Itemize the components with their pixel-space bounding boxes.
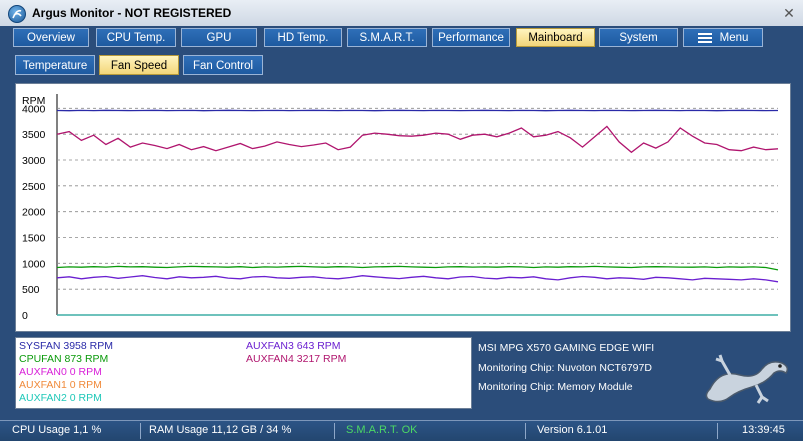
tab-smart[interactable]: S.M.A.R.T. [347, 28, 427, 47]
y-tick-label: 3000 [22, 155, 46, 167]
y-tick-label: 500 [22, 284, 40, 296]
legend-cpufan: CPUFAN 873 RPM [19, 353, 108, 365]
tab-cpu-temp[interactable]: CPU Temp. [96, 28, 176, 47]
argus-logo-icon [8, 5, 26, 23]
legend-auxfan1: AUXFAN1 0 RPM [19, 379, 102, 391]
subtab-fan-control[interactable]: Fan Control [183, 55, 263, 75]
cpu-usage: CPU Usage 1,1 % [12, 424, 101, 436]
series-line-auxfan4 [57, 126, 778, 152]
status-divider [140, 423, 141, 439]
legend-auxfan4: AUXFAN4 3217 RPM [246, 353, 346, 365]
lizard-mascot [700, 349, 795, 407]
status-divider [525, 423, 526, 439]
smart-status: S.M.A.R.T. OK [346, 424, 418, 436]
ram-usage: RAM Usage 11,12 GB / 34 % [149, 424, 291, 436]
legend-auxfan0: AUXFAN0 0 RPM [19, 366, 102, 378]
legend-panel: SYSFAN 3958 RPM CPUFAN 873 RPM AUXFAN0 0… [15, 337, 472, 409]
series-line-cpufan [57, 266, 778, 270]
monitoring-chip-1: Monitoring Chip: Nuvoton NCT6797D [478, 362, 652, 374]
hamburger-menu-icon [698, 31, 712, 45]
y-tick-label: 2500 [22, 181, 46, 193]
tab-menu[interactable]: Menu [683, 28, 763, 47]
tab-mainboard[interactable]: Mainboard [516, 28, 595, 47]
legend-auxfan3: AUXFAN3 643 RPM [246, 340, 341, 352]
monitoring-chip-2: Monitoring Chip: Memory Module [478, 381, 633, 393]
title-bar: Argus Monitor - NOT REGISTERED ✕ [0, 0, 803, 27]
y-tick-label: 4000 [22, 103, 46, 115]
tab-performance[interactable]: Performance [432, 28, 510, 47]
board-name: MSI MPG X570 GAMING EDGE WIFI [478, 342, 654, 354]
tab-overview[interactable]: Overview [13, 28, 89, 47]
close-icon[interactable]: ✕ [779, 3, 799, 23]
tab-system[interactable]: System [599, 28, 678, 47]
main-tab-row: Overview CPU Temp. GPU HD Temp. S.M.A.R.… [0, 26, 803, 50]
y-tick-label: 1000 [22, 258, 46, 270]
status-divider [717, 423, 718, 439]
legend-sysfan: SYSFAN 3958 RPM [19, 340, 113, 352]
tab-gpu[interactable]: GPU [181, 28, 257, 47]
status-divider [334, 423, 335, 439]
legend-auxfan2: AUXFAN2 0 RPM [19, 392, 102, 404]
status-bar: CPU Usage 1,1 % RAM Usage 11,12 GB / 34 … [0, 420, 803, 441]
y-tick-label: 1500 [22, 233, 46, 245]
app-version: Version 6.1.01 [537, 424, 607, 436]
clock-time: 13:39:45 [742, 424, 785, 436]
series-line-auxfan3 [57, 276, 778, 282]
y-tick-label: 2000 [22, 207, 46, 219]
subtab-fan-speed[interactable]: Fan Speed [99, 55, 179, 75]
tab-hd-temp[interactable]: HD Temp. [264, 28, 342, 47]
subtab-temperature[interactable]: Temperature [15, 55, 95, 75]
menu-label: Menu [720, 32, 749, 44]
window-title: Argus Monitor - NOT REGISTERED [32, 6, 231, 20]
y-tick-label: 3500 [22, 129, 46, 141]
y-tick-label: 0 [22, 310, 28, 322]
